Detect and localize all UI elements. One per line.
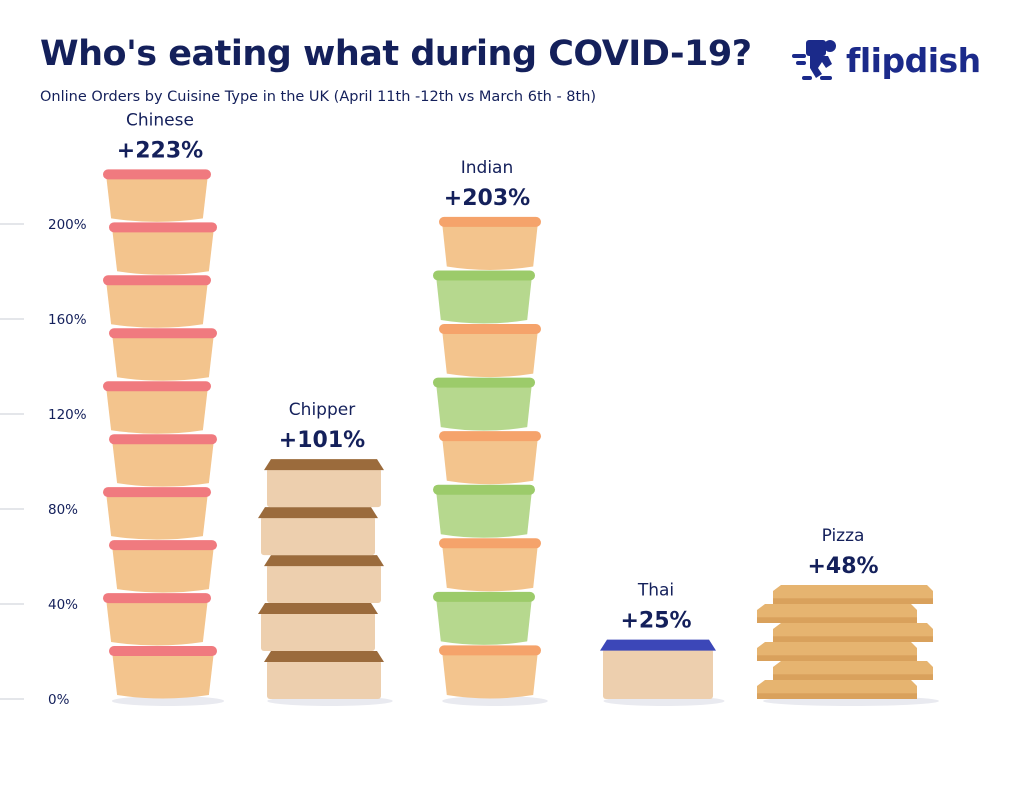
value-label: +48% — [807, 554, 878, 579]
tub-body — [112, 545, 214, 593]
page-title: Who's eating what during COVID-19? — [40, 34, 752, 74]
tub-lid — [439, 216, 541, 227]
tub-lid — [109, 328, 217, 339]
brand-logo: flipdish — [792, 34, 992, 86]
tub-lid — [433, 591, 535, 602]
y-tick-label: 160% — [48, 312, 87, 328]
value-label: +203% — [444, 186, 530, 211]
tub-body — [112, 439, 214, 487]
tub-lid — [439, 324, 541, 335]
box-lid — [264, 651, 384, 663]
pizza-box-edge — [773, 598, 933, 604]
bar-thai — [600, 639, 725, 706]
tub-lid — [103, 487, 211, 498]
box-body — [267, 660, 381, 699]
tub-lid — [109, 434, 217, 445]
box-lid — [600, 639, 716, 651]
bar-shadow — [442, 696, 548, 706]
tub-body — [112, 333, 214, 381]
y-tick-label: 120% — [48, 407, 87, 423]
tub-lid — [103, 593, 211, 604]
box-body — [261, 516, 375, 556]
tub-body — [436, 489, 532, 538]
box-body — [267, 468, 381, 508]
tub-body — [442, 436, 538, 485]
y-tick-label: 40% — [48, 597, 78, 613]
value-label: +101% — [279, 428, 365, 453]
category-label: Thai — [637, 581, 674, 601]
y-tick-label: 200% — [48, 217, 87, 233]
y-tick-label: 0% — [48, 692, 70, 708]
brand-name: flipdish — [846, 40, 981, 80]
tub-lid — [109, 540, 217, 551]
tub-body — [442, 329, 538, 378]
tub-body — [106, 174, 208, 222]
box-body — [261, 612, 375, 652]
tub-body — [442, 543, 538, 592]
bar-shadow — [111, 696, 225, 706]
tub-body — [112, 651, 214, 699]
category-label: Pizza — [822, 526, 865, 546]
tub-body — [106, 386, 208, 434]
tub-body — [112, 227, 214, 275]
box-lid — [258, 603, 378, 615]
box-body — [267, 564, 381, 604]
tub-body — [442, 221, 538, 270]
delivery-rider-icon — [792, 40, 836, 80]
tub-lid — [109, 222, 217, 233]
tub-lid — [433, 270, 535, 281]
pizza-box-edge — [757, 655, 917, 661]
bar-chipper — [258, 459, 393, 706]
bar-indian — [433, 216, 548, 706]
pizza-box-edge — [773, 636, 933, 642]
tub-body — [436, 596, 532, 645]
tub-lid — [439, 431, 541, 442]
tub-lid — [103, 275, 211, 286]
bar-pizza — [757, 585, 939, 706]
tub-lid — [439, 645, 541, 656]
page-subtitle: Online Orders by Cuisine Type in the UK … — [40, 89, 597, 105]
tub-lid — [103, 381, 211, 392]
category-label: Indian — [461, 158, 514, 178]
category-label: Chinese — [126, 110, 194, 130]
tub-lid — [439, 538, 541, 549]
box-body — [603, 648, 713, 699]
tub-lid — [433, 377, 535, 388]
value-label: +223% — [117, 138, 203, 163]
tub-body — [106, 280, 208, 328]
bar-chinese — [103, 169, 225, 706]
tub-body — [106, 492, 208, 540]
category-label: Chipper — [289, 400, 355, 420]
box-lid — [264, 459, 384, 471]
tub-body — [436, 275, 532, 324]
tub-lid — [109, 646, 217, 657]
y-tick-label: 80% — [48, 502, 78, 518]
tub-body — [106, 598, 208, 646]
tub-lid — [433, 484, 535, 495]
value-label: +25% — [620, 609, 691, 634]
tub-body — [436, 382, 532, 431]
tub-body — [442, 650, 538, 699]
box-lid — [258, 507, 378, 519]
pizza-box-edge — [773, 674, 933, 680]
tub-lid — [103, 169, 211, 180]
pizza-box-edge — [757, 693, 917, 699]
box-lid — [264, 555, 384, 567]
pizza-box-edge — [757, 617, 917, 623]
